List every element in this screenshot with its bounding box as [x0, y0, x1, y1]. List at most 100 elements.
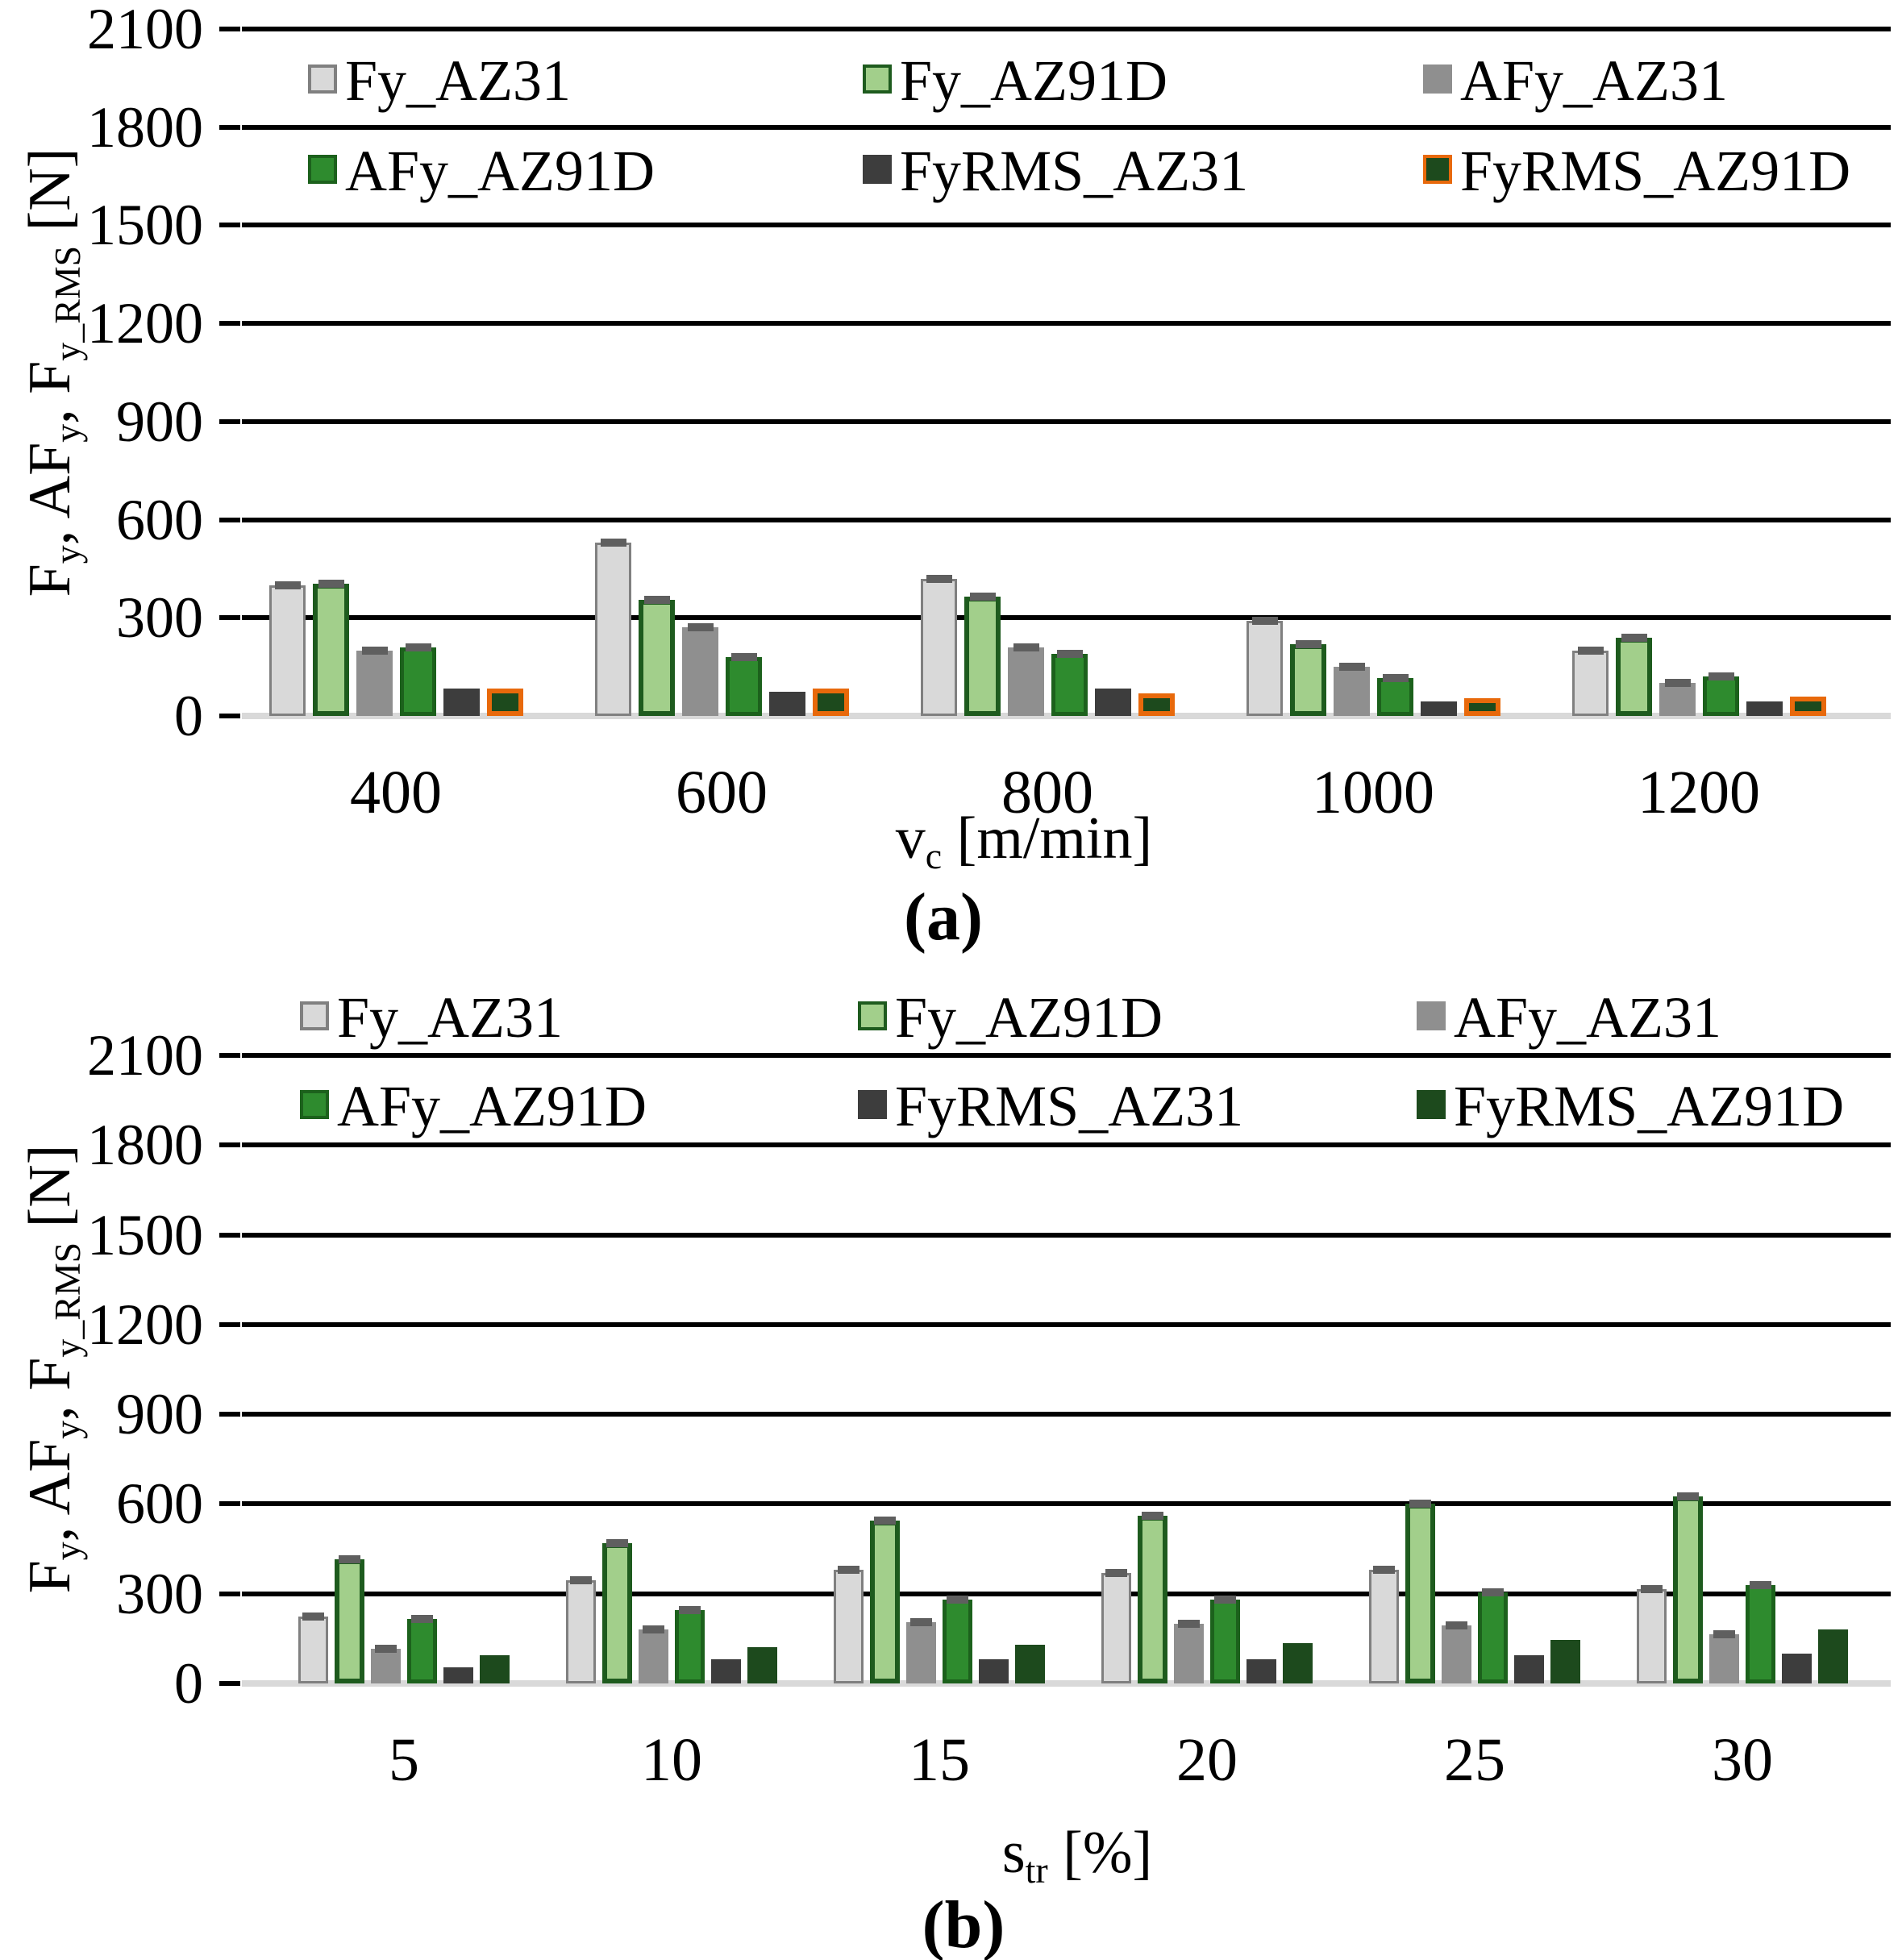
bar-FyRMS_AZ91D-800 — [1138, 693, 1175, 716]
error-cap-Fy_AZ91D-20 — [1142, 1512, 1163, 1520]
bar-AFy_AZ31-15 — [906, 1622, 936, 1683]
y-tick-mark-1200 — [219, 1321, 240, 1327]
bar-FyRMS_AZ91D-20 — [1283, 1643, 1313, 1683]
y-tick-label-0: 0 — [174, 1651, 203, 1716]
error-cap-Fy_AZ31-1200 — [1578, 647, 1604, 655]
bar-FyRMS_AZ31-30 — [1782, 1654, 1812, 1683]
x-tick-label-30: 30 — [1712, 1726, 1773, 1794]
x-tick-label-10: 10 — [641, 1726, 702, 1794]
legend-label-Fy_AZ31: Fy_AZ31 — [345, 48, 572, 113]
legend-swatch-FyRMS_AZ31 — [863, 155, 892, 184]
x-tick-label-400: 400 — [350, 759, 442, 826]
error-cap-Fy_AZ31-20 — [1105, 1569, 1127, 1577]
y-tick-mark-300 — [219, 1591, 240, 1596]
y-tick-label-2100: 2100 — [87, 0, 203, 61]
bar-Fy_AZ91D-1000 — [1290, 644, 1326, 716]
bar-FyRMS_AZ31-10 — [711, 1659, 741, 1683]
x-tick-label-1200: 1200 — [1638, 759, 1760, 826]
gridline-2100 — [242, 27, 1891, 31]
bar-AFy_AZ31-1000 — [1334, 667, 1370, 716]
error-cap-AFy_AZ91D-1200 — [1708, 672, 1734, 680]
error-cap-Fy_AZ31-30 — [1641, 1585, 1663, 1593]
error-cap-Fy_AZ91D-30 — [1677, 1492, 1699, 1500]
legend-swatch-AFy_AZ91D — [308, 155, 337, 184]
error-cap-Fy_AZ31-1000 — [1252, 617, 1278, 625]
bar-Fy_AZ91D-5 — [335, 1559, 364, 1683]
error-cap-Fy_AZ91D-800 — [970, 593, 996, 601]
error-cap-AFy_AZ31-1200 — [1665, 679, 1691, 687]
error-cap-Fy_AZ31-600 — [601, 539, 626, 547]
y-tick-mark-1500 — [219, 1232, 240, 1238]
y-tick-label-1200: 1200 — [87, 291, 203, 356]
chart-b-caption: (b) — [922, 1887, 1005, 1960]
gridline-1200 — [242, 1321, 1891, 1327]
bar-AFy_AZ31-10 — [639, 1629, 668, 1683]
error-cap-Fy_AZ31-15 — [838, 1566, 859, 1574]
bar-Fy_AZ91D-800 — [964, 597, 1001, 716]
y-tick-label-300: 300 — [116, 1561, 203, 1626]
y-tick-mark-0 — [219, 1681, 240, 1686]
error-cap-AFy_AZ91D-10 — [679, 1606, 701, 1614]
error-cap-AFy_AZ31-600 — [688, 623, 714, 631]
legend-label-AFy_AZ91D: AFy_AZ91D — [345, 139, 656, 203]
gridline-2100 — [242, 1053, 1891, 1058]
bar-FyRMS_AZ91D-600 — [813, 689, 849, 716]
y-tick-mark-2100 — [219, 1053, 240, 1058]
bar-AFy_AZ91D-5 — [407, 1619, 437, 1683]
y-tick-label-1500: 1500 — [87, 1202, 203, 1267]
bar-Fy_AZ31-5 — [298, 1617, 328, 1683]
bar-AFy_AZ31-20 — [1174, 1624, 1204, 1683]
y-tick-label-1800: 1800 — [87, 94, 203, 160]
bar-Fy_AZ91D-30 — [1673, 1496, 1703, 1683]
x-tick-label-15: 15 — [909, 1726, 970, 1794]
bar-AFy_AZ31-5 — [371, 1649, 401, 1683]
bar-AFy_AZ31-30 — [1709, 1634, 1739, 1683]
chart-a-x-axis-title: vc [m/min] — [895, 805, 1153, 876]
y-tick-label-900: 900 — [116, 389, 203, 454]
error-cap-AFy_AZ31-20 — [1178, 1620, 1200, 1628]
legend-swatch-FyRMS_AZ91D — [1417, 1090, 1446, 1119]
error-cap-AFy_AZ91D-600 — [731, 653, 757, 661]
bar-Fy_AZ91D-20 — [1138, 1516, 1167, 1683]
bar-FyRMS_AZ91D-30 — [1818, 1629, 1848, 1683]
y-tick-mark-0 — [219, 714, 240, 718]
gridline-1500 — [242, 223, 1891, 228]
legend-label-AFy_AZ91D: AFy_AZ91D — [337, 1074, 647, 1138]
error-cap-Fy_AZ31-400 — [275, 581, 301, 589]
bar-AFy_AZ31-1200 — [1659, 683, 1696, 716]
y-tick-mark-600 — [219, 517, 240, 522]
error-cap-AFy_AZ91D-20 — [1214, 1596, 1236, 1604]
error-cap-AFy_AZ91D-30 — [1750, 1581, 1771, 1589]
bar-FyRMS_AZ91D-5 — [480, 1655, 510, 1683]
bar-AFy_AZ91D-20 — [1210, 1600, 1240, 1683]
error-cap-AFy_AZ31-400 — [362, 647, 388, 655]
bar-FyRMS_AZ31-400 — [443, 689, 480, 716]
error-cap-AFy_AZ31-10 — [643, 1625, 664, 1633]
gridline-1800 — [242, 1142, 1891, 1148]
error-cap-Fy_AZ91D-600 — [644, 596, 670, 604]
bar-FyRMS_AZ31-20 — [1246, 1659, 1276, 1683]
error-cap-AFy_AZ31-25 — [1446, 1621, 1467, 1629]
y-tick-mark-300 — [219, 615, 240, 621]
bar-AFy_AZ31-25 — [1442, 1625, 1471, 1683]
x-tick-label-20: 20 — [1176, 1726, 1238, 1794]
x-tick-label-25: 25 — [1444, 1726, 1505, 1794]
bar-FyRMS_AZ91D-10 — [747, 1647, 777, 1683]
error-cap-AFy_AZ31-5 — [375, 1645, 397, 1653]
bar-AFy_AZ31-400 — [356, 651, 393, 716]
bar-FyRMS_AZ31-800 — [1095, 689, 1131, 716]
chart-b-y-axis-title: Fy, AFy, Fy_RMS [N] — [17, 1144, 88, 1594]
bar-FyRMS_AZ31-25 — [1514, 1655, 1544, 1683]
x-tick-label-5: 5 — [389, 1726, 419, 1794]
legend-swatch-Fy_AZ31 — [308, 65, 337, 94]
bar-AFy_AZ91D-25 — [1478, 1592, 1508, 1683]
bar-AFy_AZ31-800 — [1008, 647, 1044, 716]
y-tick-mark-600 — [219, 1501, 240, 1507]
